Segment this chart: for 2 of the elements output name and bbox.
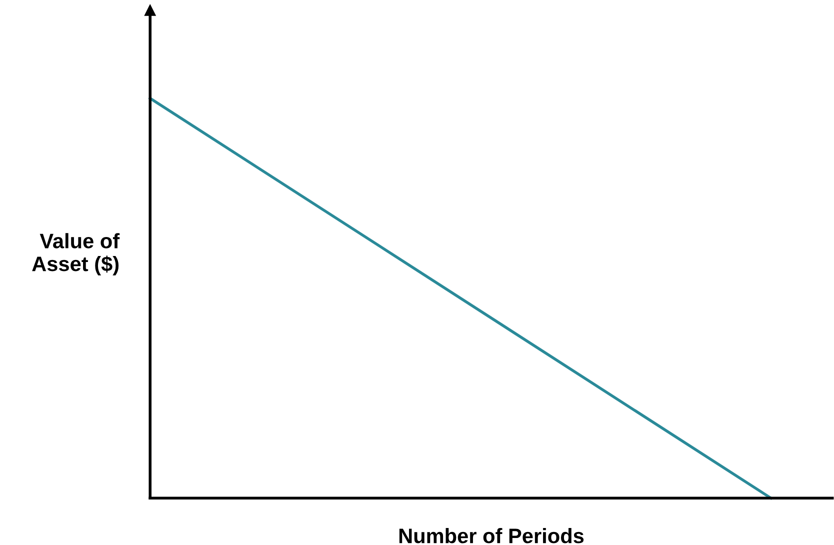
y-axis-title: Value of Asset ($) xyxy=(32,233,120,276)
x-axis-title: Number of Periods xyxy=(399,528,584,544)
